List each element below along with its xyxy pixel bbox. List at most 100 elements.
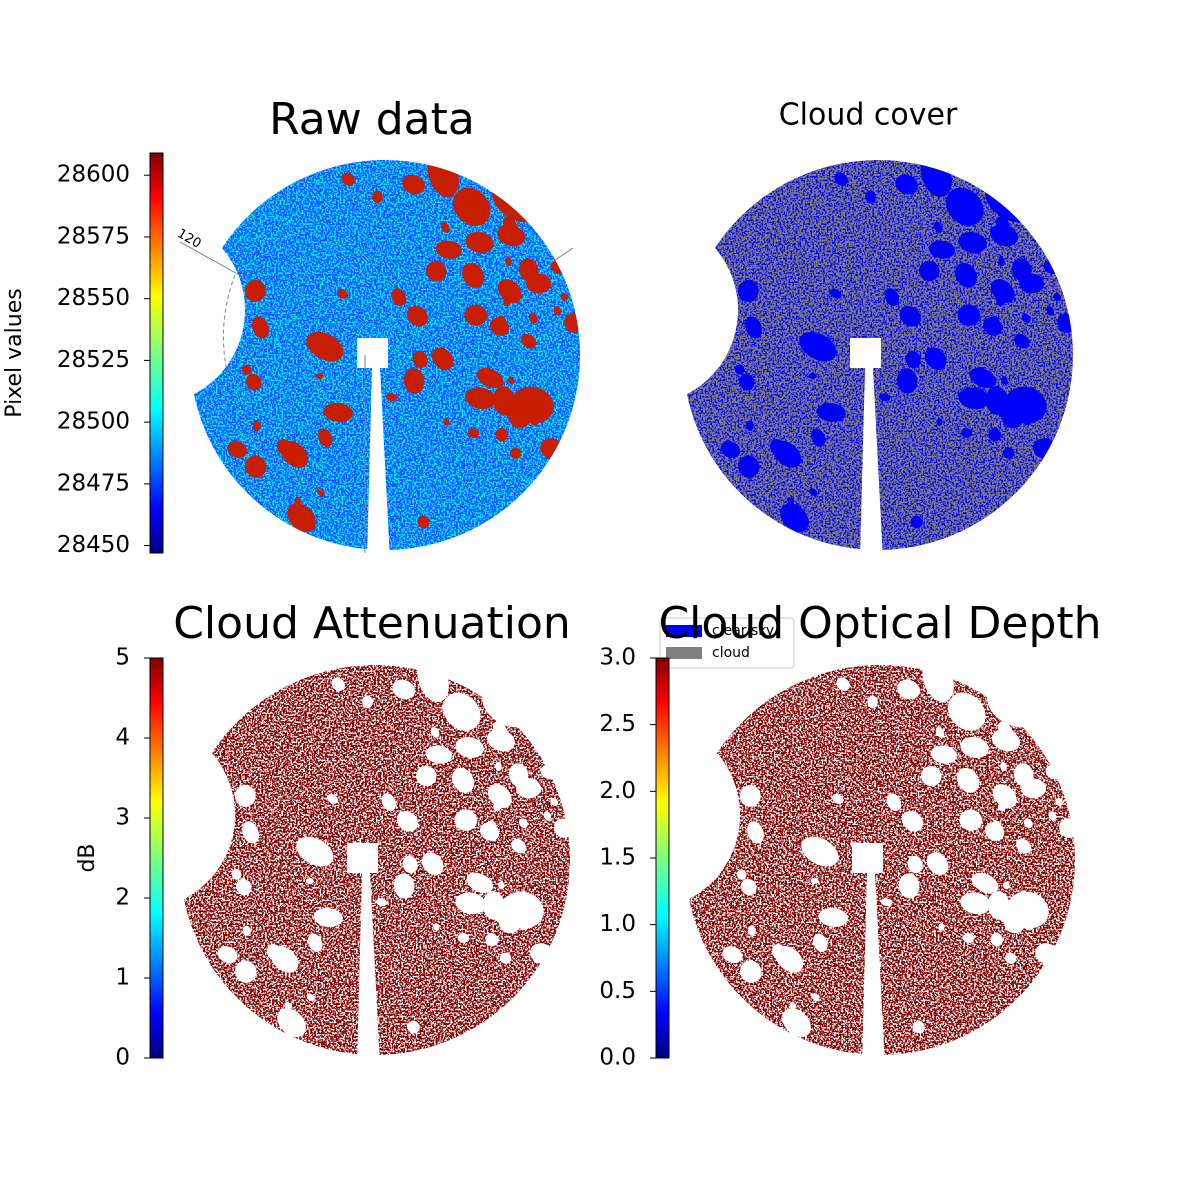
cloud-gap [306, 993, 315, 1002]
cloud-gap [933, 221, 943, 233]
cloud-gap [810, 428, 826, 447]
cloud-gap [818, 907, 848, 927]
cloud-gap [722, 946, 743, 964]
tick-label: 28575 [57, 223, 130, 249]
cloud-gap [252, 316, 269, 339]
cloud-gap [252, 420, 261, 431]
cloud-gap [403, 368, 425, 394]
cloud-gap [880, 898, 893, 907]
sky-image [180, 656, 573, 1055]
cloud-gap [990, 279, 1015, 304]
cloud-gap [217, 946, 238, 964]
cloud-gap [227, 441, 248, 459]
cloud-gap [789, 1001, 797, 1011]
colorbar [149, 152, 164, 554]
cloud-gap [924, 347, 947, 371]
cloud-gap [492, 386, 515, 415]
tick-label: 0 [115, 1045, 130, 1071]
tick-label: 28600 [57, 162, 130, 188]
cloud-gap [996, 297, 1004, 307]
cloud-gap [988, 427, 1001, 442]
tick-label: 28475 [57, 470, 130, 496]
cloud-gap [553, 306, 562, 316]
cloud-gap [741, 878, 757, 896]
cloud-gap [245, 455, 267, 478]
cloud-gap [540, 764, 557, 780]
cloud-gap [336, 289, 349, 299]
cloud-gap [747, 821, 764, 844]
cloud-gap [415, 765, 437, 787]
cloud-gap [1043, 259, 1060, 275]
tick-label: 2.0 [599, 778, 636, 804]
cloud-gap [985, 386, 1008, 415]
cloud-gap [412, 350, 428, 369]
tick-label: 2 [115, 885, 130, 911]
tick-label: 1.0 [599, 911, 636, 937]
cloud-gap [294, 496, 302, 506]
cloud-gap [457, 933, 470, 943]
cloud-gap [564, 313, 583, 333]
cloud-gap [518, 818, 528, 829]
cloud-gap [897, 679, 920, 700]
cloud-gap [957, 711, 970, 722]
cloud-gap [910, 515, 923, 529]
cloud-gap [241, 364, 252, 375]
cloud-gap [499, 911, 521, 934]
cloud-gap [1023, 818, 1033, 829]
cloud-gap [957, 304, 981, 326]
panel-title: Cloud Optical Depth [658, 598, 1101, 649]
cloud-gap [998, 802, 1006, 812]
cloud-gap [526, 273, 552, 294]
cloud-gap [455, 736, 484, 758]
legend-label: cloud [712, 645, 750, 661]
cloud-gap [521, 333, 537, 349]
cloud-gap [905, 350, 921, 369]
cloud-gap [224, 511, 248, 528]
cloud-gap [497, 279, 522, 304]
cloud-gap [831, 794, 844, 804]
cloud-gap [277, 1008, 306, 1038]
cloud-gap [431, 347, 454, 371]
cloud-gap [452, 187, 491, 226]
cloud-gap [479, 822, 500, 841]
cloud-gap [780, 503, 809, 533]
cloud-gap [926, 852, 949, 876]
cloud-gap [381, 793, 397, 812]
cloud-gap [947, 692, 986, 731]
cloud-gap [920, 151, 952, 198]
cloud-gap [695, 370, 705, 382]
cloud-gap [518, 917, 530, 931]
tick-label: 28450 [57, 532, 130, 558]
cloud-gap [511, 838, 527, 854]
axis-label: dB [75, 843, 100, 872]
cloud-gap [509, 186, 532, 211]
panel-title: Cloud cover [779, 98, 958, 133]
cloud-gap [417, 656, 449, 703]
cloud-gap [799, 331, 837, 362]
cloud-gap [192, 875, 202, 887]
cloud-gap [901, 810, 924, 832]
cloud-gap [1053, 293, 1062, 301]
cloud-gap [496, 224, 525, 247]
cloud-gap [454, 809, 478, 831]
cloud-gap [498, 881, 505, 890]
cloud-gap [719, 1016, 743, 1033]
cloud-gap [246, 373, 262, 391]
cloud-gap [998, 256, 1005, 267]
cloud-gap [433, 923, 440, 931]
cloud-gap [407, 1020, 420, 1034]
cloud-gap [417, 515, 430, 529]
cloud-gap [442, 692, 481, 731]
cloud-gap [886, 793, 902, 812]
cloud-gap [1023, 917, 1035, 931]
cloud-gap [1003, 881, 1010, 890]
cloud-gap [287, 503, 316, 533]
cloud-gap [982, 317, 1003, 336]
cloud-gap [739, 373, 755, 391]
cloud-gap [945, 187, 984, 226]
cloud-gap [509, 447, 522, 459]
cloud-gap [1059, 818, 1078, 838]
cloud-gap [1016, 838, 1032, 854]
cloud-gap [528, 313, 538, 324]
cloud-gap [1033, 438, 1057, 459]
